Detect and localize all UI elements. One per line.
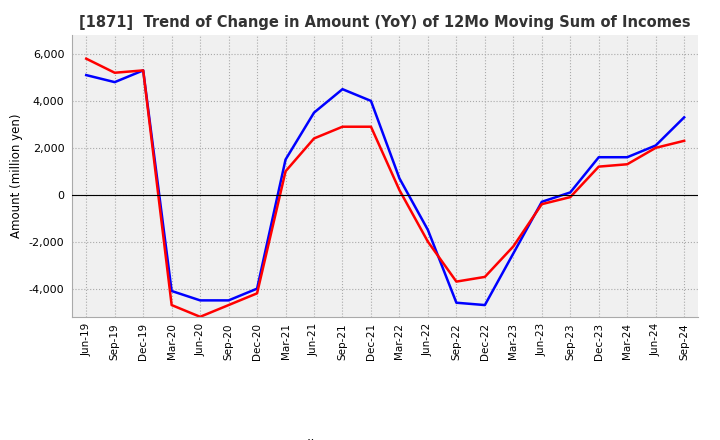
Net Income — [480, 274, 489, 279]
Net Income — [509, 244, 518, 249]
Ordinary Income — [423, 227, 432, 233]
Title: [1871]  Trend of Change in Amount (YoY) of 12Mo Moving Sum of Incomes: [1871] Trend of Change in Amount (YoY) o… — [79, 15, 691, 30]
Ordinary Income — [139, 68, 148, 73]
Ordinary Income — [196, 298, 204, 303]
Net Income — [366, 124, 375, 129]
Ordinary Income — [366, 98, 375, 103]
Net Income — [139, 68, 148, 73]
Net Income — [282, 169, 290, 174]
Legend: Ordinary Income, Net Income: Ordinary Income, Net Income — [241, 434, 529, 440]
Ordinary Income — [310, 110, 318, 115]
Net Income — [452, 279, 461, 284]
Net Income — [395, 187, 404, 193]
Line: Net Income: Net Income — [86, 59, 684, 317]
Net Income — [253, 291, 261, 296]
Net Income — [196, 314, 204, 319]
Ordinary Income — [566, 190, 575, 195]
Ordinary Income — [652, 143, 660, 148]
Ordinary Income — [480, 302, 489, 308]
Ordinary Income — [395, 176, 404, 181]
Ordinary Income — [595, 154, 603, 160]
Net Income — [167, 302, 176, 308]
Line: Ordinary Income: Ordinary Income — [86, 70, 684, 305]
Net Income — [652, 145, 660, 150]
Ordinary Income — [623, 154, 631, 160]
Ordinary Income — [110, 80, 119, 85]
Ordinary Income — [253, 286, 261, 291]
Net Income — [82, 56, 91, 61]
Net Income — [110, 70, 119, 75]
Ordinary Income — [680, 115, 688, 120]
Net Income — [595, 164, 603, 169]
Ordinary Income — [225, 298, 233, 303]
Ordinary Income — [282, 157, 290, 162]
Net Income — [310, 136, 318, 141]
Ordinary Income — [167, 288, 176, 293]
Net Income — [566, 194, 575, 200]
Net Income — [623, 161, 631, 167]
Net Income — [537, 202, 546, 207]
Ordinary Income — [452, 300, 461, 305]
Net Income — [680, 138, 688, 143]
Ordinary Income — [509, 251, 518, 256]
Ordinary Income — [338, 87, 347, 92]
Ordinary Income — [537, 199, 546, 205]
Y-axis label: Amount (million yen): Amount (million yen) — [10, 114, 23, 238]
Net Income — [423, 239, 432, 244]
Ordinary Income — [82, 73, 91, 78]
Net Income — [225, 302, 233, 308]
Net Income — [338, 124, 347, 129]
